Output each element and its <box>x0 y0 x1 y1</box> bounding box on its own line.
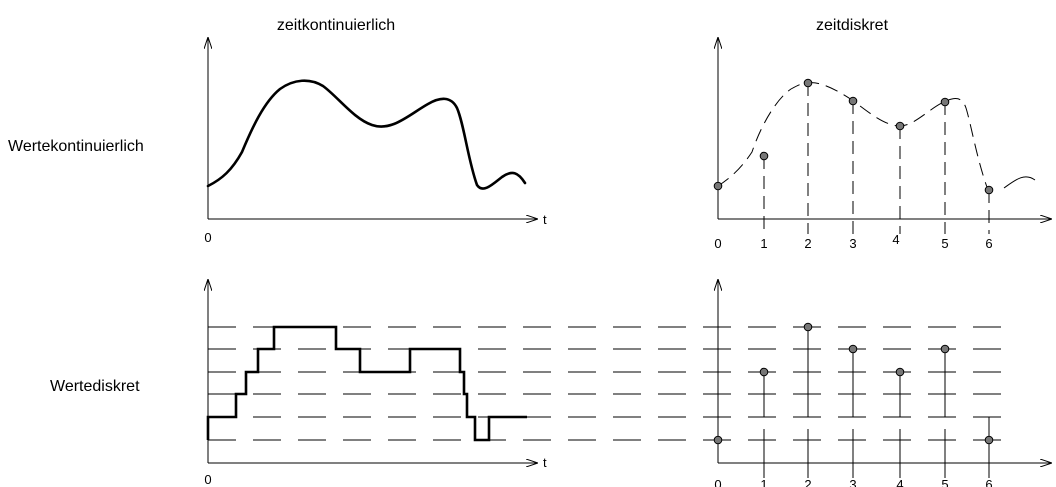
panel-continuous-continuous: t 0 <box>204 38 547 245</box>
sample-point <box>940 97 950 107</box>
time-tick-label: 4 <box>896 477 903 487</box>
quantized-sample-point <box>759 367 769 377</box>
continuous-signal-curve <box>206 79 527 190</box>
time-axis-label: t <box>543 212 547 227</box>
time-tick-label: 3 <box>849 477 856 487</box>
quantized-signal-staircase <box>206 325 527 442</box>
time-tick-label: 2 <box>804 236 811 251</box>
time-tick-label: 6 <box>985 236 992 251</box>
time-tick-label: 0 <box>714 236 721 251</box>
row-title-discrete: Wertediskret <box>50 378 140 395</box>
time-axis-label: t <box>543 455 547 470</box>
sample-point <box>895 121 905 131</box>
sample-point <box>803 78 813 88</box>
panel-continuous-discrete: 0 1 2 3 4 5 6 <box>713 38 1051 251</box>
row-title-continuous: Wertekontinuierlich <box>8 138 144 155</box>
sampled-curve-tail <box>1003 176 1036 189</box>
quantized-sample-point <box>848 344 858 354</box>
time-tick-label: 3 <box>849 236 856 251</box>
sample-point <box>848 96 858 106</box>
quantized-sample-point <box>803 322 813 332</box>
time-tick-label: 1 <box>760 477 767 487</box>
column-title-discrete: zeitdiskret <box>816 17 889 34</box>
time-tick-label: 4 <box>892 232 899 247</box>
quantized-sample-point <box>984 435 994 445</box>
sample-point <box>713 181 723 191</box>
time-tick-label: 2 <box>804 477 811 487</box>
quantized-sample-point <box>895 367 905 377</box>
sample-point <box>759 151 769 161</box>
time-tick-label: 0 <box>714 477 721 487</box>
sample-point <box>984 185 994 195</box>
time-tick-label: 1 <box>760 236 767 251</box>
quantized-sample-point <box>713 435 723 445</box>
time-tick-label: 6 <box>985 477 992 487</box>
column-title-continuous: zeitkontinuierlich <box>277 17 395 34</box>
quantized-sample-point <box>940 344 950 354</box>
panel-discrete-discrete: 0 1 2 3 4 5 6 <box>713 280 1051 487</box>
origin-label: 0 <box>204 230 211 245</box>
panel-discrete-continuous: t 0 <box>204 280 1015 487</box>
origin-label: 0 <box>204 472 211 487</box>
time-tick-label: 5 <box>941 236 948 251</box>
time-tick-label: 5 <box>941 477 948 487</box>
